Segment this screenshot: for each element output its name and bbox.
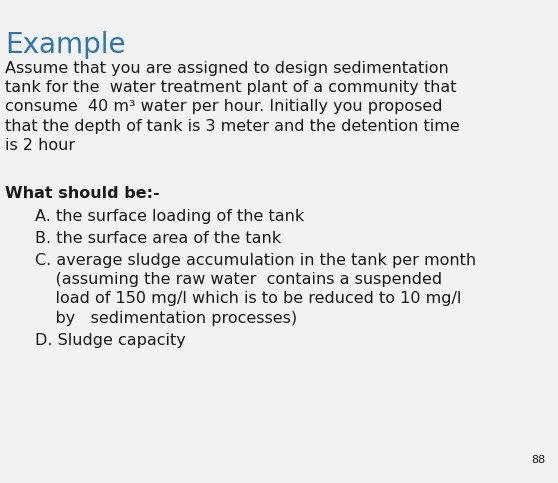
Text: Example: Example: [5, 31, 126, 59]
Text: that the depth of tank is 3 meter and the detention time: that the depth of tank is 3 meter and th…: [5, 119, 460, 134]
Text: Assume that you are assigned to design sedimentation: Assume that you are assigned to design s…: [5, 60, 449, 75]
Text: 88: 88: [531, 455, 545, 465]
Text: D. Sludge capacity: D. Sludge capacity: [35, 332, 186, 347]
Text: consume  40 m³ water per hour. Initially you proposed: consume 40 m³ water per hour. Initially …: [5, 99, 442, 114]
Text: by   sedimentation processes): by sedimentation processes): [35, 311, 297, 326]
Text: A. the surface loading of the tank: A. the surface loading of the tank: [35, 210, 304, 225]
Text: C. average sludge accumulation in the tank per month: C. average sludge accumulation in the ta…: [35, 253, 476, 268]
Text: tank for the  water treatment plant of a community that: tank for the water treatment plant of a …: [5, 80, 456, 95]
Text: (assuming the raw water  contains a suspended: (assuming the raw water contains a suspe…: [35, 272, 442, 287]
Text: is 2 hour: is 2 hour: [5, 139, 75, 154]
Text: load of 150 mg/l which is to be reduced to 10 mg/l: load of 150 mg/l which is to be reduced …: [35, 292, 461, 307]
Text: B. the surface area of the tank: B. the surface area of the tank: [35, 231, 281, 246]
Text: What should be:-: What should be:-: [5, 186, 160, 201]
